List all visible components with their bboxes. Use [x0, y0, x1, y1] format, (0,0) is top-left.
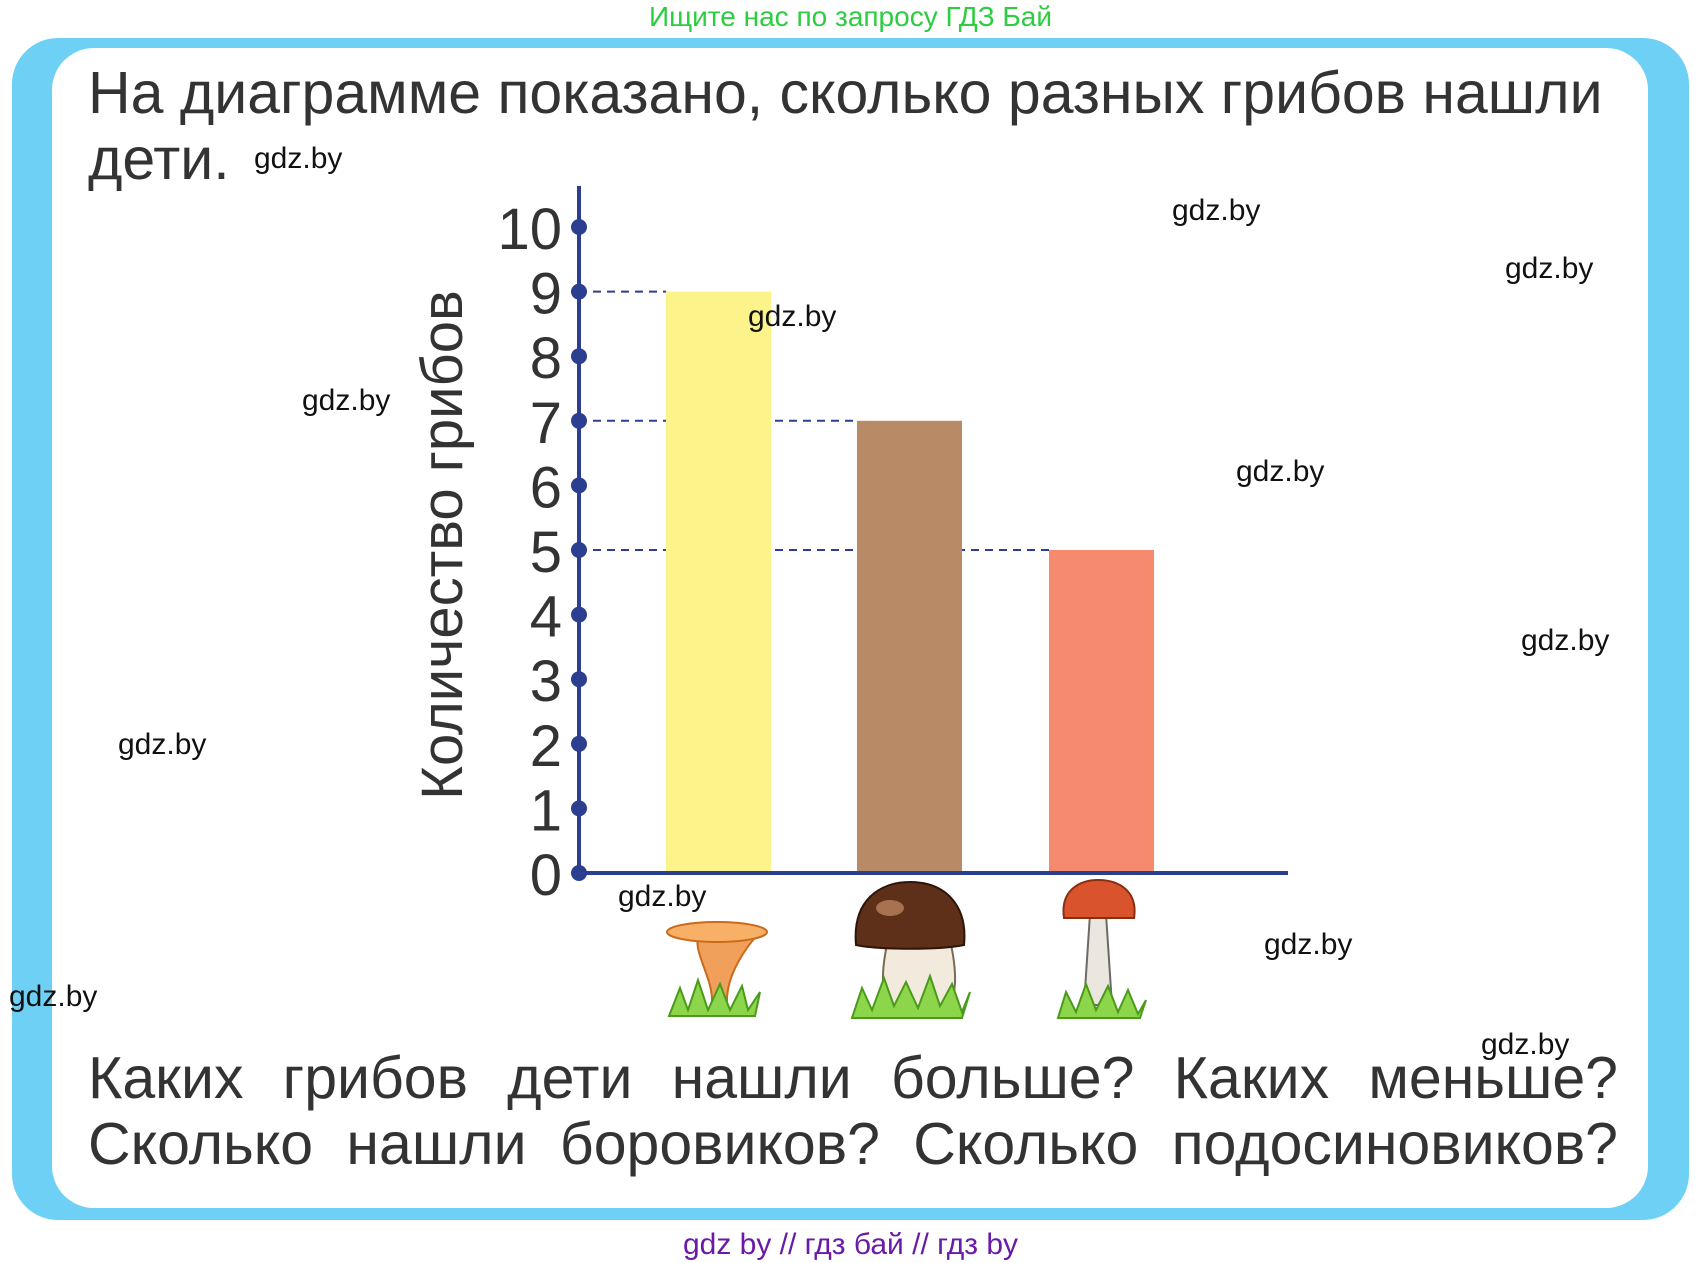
top-banner: Ищите нас по запросу ГДЗ Бай	[648, 1, 1053, 32]
watermark: gdz.by	[1505, 252, 1594, 285]
porcini-icon	[850, 880, 971, 1019]
y-tick-dot	[571, 283, 587, 300]
task-question: Каких грибов дети нашли больше? Каких ме…	[88, 1045, 1618, 1177]
watermark: gdz.by	[302, 384, 391, 417]
bar-red-cap	[1049, 550, 1154, 873]
y-tick-label: 1	[530, 778, 562, 843]
watermark: gdz.by	[1521, 624, 1610, 657]
y-tick-dot	[571, 671, 587, 688]
chanterelle-icon	[666, 921, 768, 1017]
y-tick-dot	[571, 412, 587, 429]
y-tick-dot	[571, 219, 587, 235]
y-tick-dot	[571, 800, 587, 817]
watermark: gdz.by	[118, 728, 207, 761]
watermark: gdz.by	[9, 980, 98, 1013]
y-tick-dot	[571, 348, 587, 365]
y-tick-dot	[571, 735, 587, 752]
content-panel	[52, 48, 1648, 1208]
watermark: gdz.by	[1236, 455, 1325, 488]
watermark: gdz.by	[1481, 1028, 1570, 1061]
bar-porcini	[857, 420, 962, 873]
watermark: gdz.by	[748, 300, 837, 333]
y-tick-dot	[571, 606, 587, 623]
y-axis-label: Количество грибов	[410, 290, 475, 800]
y-tick-label: 8	[530, 326, 562, 391]
y-tick-label: 5	[530, 520, 562, 585]
y-tick-label: 10	[497, 197, 562, 262]
y-tick-dot	[571, 865, 587, 881]
watermark: gdz.by	[1264, 928, 1353, 961]
y-tick-label: 2	[530, 714, 562, 779]
task-intro: На диаграмме показано, сколько разных гр…	[88, 60, 1603, 192]
y-tick-label: 9	[530, 262, 562, 327]
y-tick-dot	[571, 542, 587, 558]
bottom-banner: gdz by // гдз бай // гдз by	[682, 1228, 1019, 1261]
watermark: gdz.by	[1172, 194, 1261, 227]
y-tick-dot	[571, 477, 587, 494]
y-tick-label: 3	[530, 649, 562, 714]
y-tick-label: 7	[530, 391, 562, 456]
y-tick-label: 6	[530, 455, 562, 520]
bar-chanterelle	[666, 291, 771, 874]
red-cap-icon	[1056, 878, 1147, 1019]
watermark: gdz.by	[618, 880, 707, 913]
y-tick-label: 4	[530, 585, 562, 650]
y-tick-label: 0	[530, 843, 562, 908]
watermark: gdz.by	[254, 142, 343, 175]
